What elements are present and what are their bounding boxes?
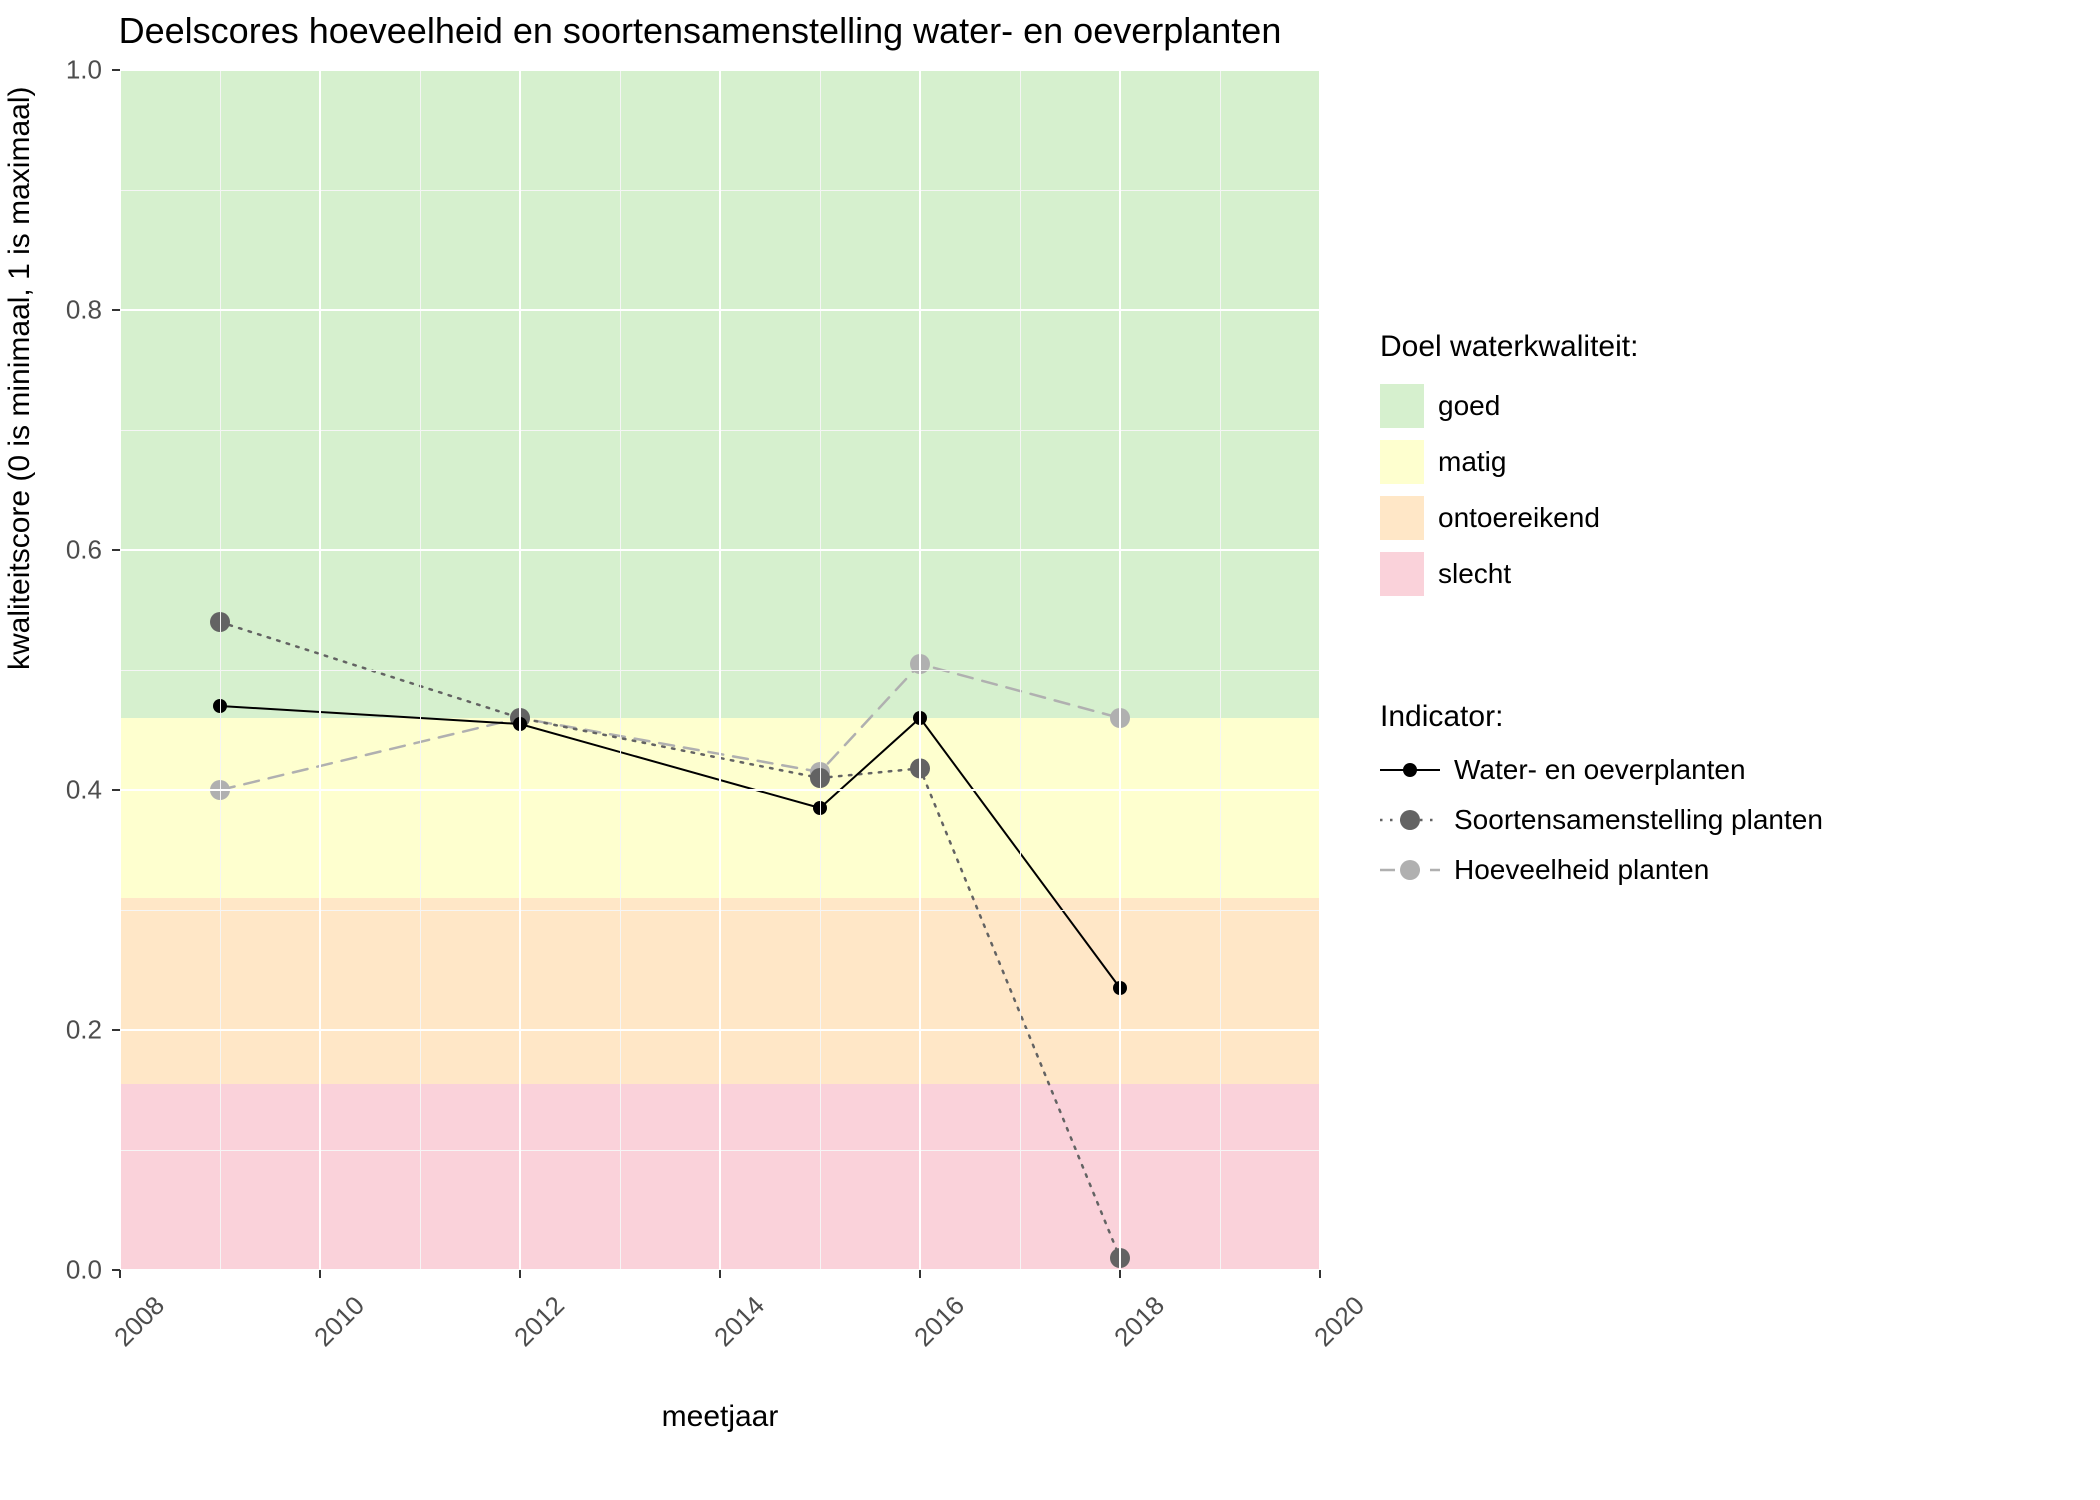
gridline-minor-v: [420, 70, 421, 1270]
legend-series-item: Water- en oeverplanten: [1380, 754, 1823, 786]
legend-band-label: slecht: [1438, 558, 1511, 590]
y-tick-label: 0.0: [0, 1255, 102, 1286]
legend-band-item: matig: [1380, 440, 1638, 484]
legend-swatch: [1380, 384, 1424, 428]
chart-container: Deelscores hoeveelheid en soortensamenst…: [0, 0, 2100, 1500]
legend-series-glyph: [1380, 755, 1440, 785]
gridline-v: [119, 70, 121, 1270]
legend-series-label: Water- en oeverplanten: [1454, 754, 1746, 786]
x-tick-mark: [319, 1270, 321, 1278]
chart-title: Deelscores hoeveelheid en soortensamenst…: [0, 10, 1400, 52]
y-tick-mark: [112, 1029, 120, 1031]
series-line: [220, 664, 1120, 790]
x-tick-label: 2018: [1108, 1290, 1171, 1353]
legend-swatch: [1380, 440, 1424, 484]
y-tick-label: 0.2: [0, 1015, 102, 1046]
gridline-minor-v: [1020, 70, 1021, 1270]
x-tick-label: 2008: [108, 1290, 171, 1353]
legend-series-glyph: [1380, 805, 1440, 835]
gridline-v: [919, 70, 921, 1270]
legend-indicator: Indicator: Water- en oeverplanten Soorten…: [1380, 700, 1823, 904]
x-tick-label: 2014: [708, 1290, 771, 1353]
legend-band-item: goed: [1380, 384, 1638, 428]
x-tick-mark: [919, 1270, 921, 1278]
y-tick-mark: [112, 69, 120, 71]
series-line: [220, 706, 1120, 988]
gridline-v: [1319, 70, 1321, 1270]
legend-series-label: Hoeveelheid planten: [1454, 854, 1709, 886]
gridline-v: [319, 70, 321, 1270]
gridline-minor-v: [1220, 70, 1221, 1270]
x-tick-label: 2016: [908, 1290, 971, 1353]
legend-series-item: Hoeveelheid planten: [1380, 854, 1823, 886]
legend-series-glyph: [1380, 855, 1440, 885]
plot-area: [120, 70, 1320, 1270]
x-axis-label: meetjaar: [120, 1400, 1320, 1434]
legend-band-item: ontoereikend: [1380, 496, 1638, 540]
x-tick-label: 2010: [308, 1290, 371, 1353]
legend-band-item: slecht: [1380, 552, 1638, 596]
x-tick-mark: [1319, 1270, 1321, 1278]
gridline-minor-v: [820, 70, 821, 1270]
legend-indicator-title: Indicator:: [1380, 700, 1823, 734]
x-tick-label: 2020: [1308, 1290, 1371, 1353]
legend-series-label: Soortensamenstelling planten: [1454, 804, 1823, 836]
x-tick-mark: [119, 1270, 121, 1278]
gridline-v: [519, 70, 521, 1270]
legend-swatch: [1380, 552, 1424, 596]
gridline-minor-v: [220, 70, 221, 1270]
gridline-minor-v: [620, 70, 621, 1270]
legend-band-label: matig: [1438, 446, 1506, 478]
legend-band-label: goed: [1438, 390, 1500, 422]
x-tick-mark: [1119, 1270, 1121, 1278]
legend-swatch: [1380, 496, 1424, 540]
y-tick-mark: [112, 549, 120, 551]
gridline-v: [719, 70, 721, 1270]
x-tick-label: 2012: [508, 1290, 571, 1353]
legend-band-label: ontoereikend: [1438, 502, 1600, 534]
x-tick-mark: [719, 1270, 721, 1278]
y-tick-mark: [112, 309, 120, 311]
legend-water-quality: Doel waterkwaliteit: goed matig ontoereike…: [1380, 330, 1638, 608]
y-axis-label: kwaliteitscore (0 is minimaal, 1 is maxi…: [3, 87, 37, 670]
gridline-v: [1119, 70, 1121, 1270]
series-line: [220, 622, 1120, 1258]
legend-quality-title: Doel waterkwaliteit:: [1380, 330, 1638, 364]
x-tick-mark: [519, 1270, 521, 1278]
y-tick-label: 0.8: [0, 295, 102, 326]
legend-series-item: Soortensamenstelling planten: [1380, 804, 1823, 836]
y-tick-label: 0.6: [0, 535, 102, 566]
y-tick-label: 1.0: [0, 55, 102, 86]
y-tick-label: 0.4: [0, 775, 102, 806]
y-tick-mark: [112, 789, 120, 791]
